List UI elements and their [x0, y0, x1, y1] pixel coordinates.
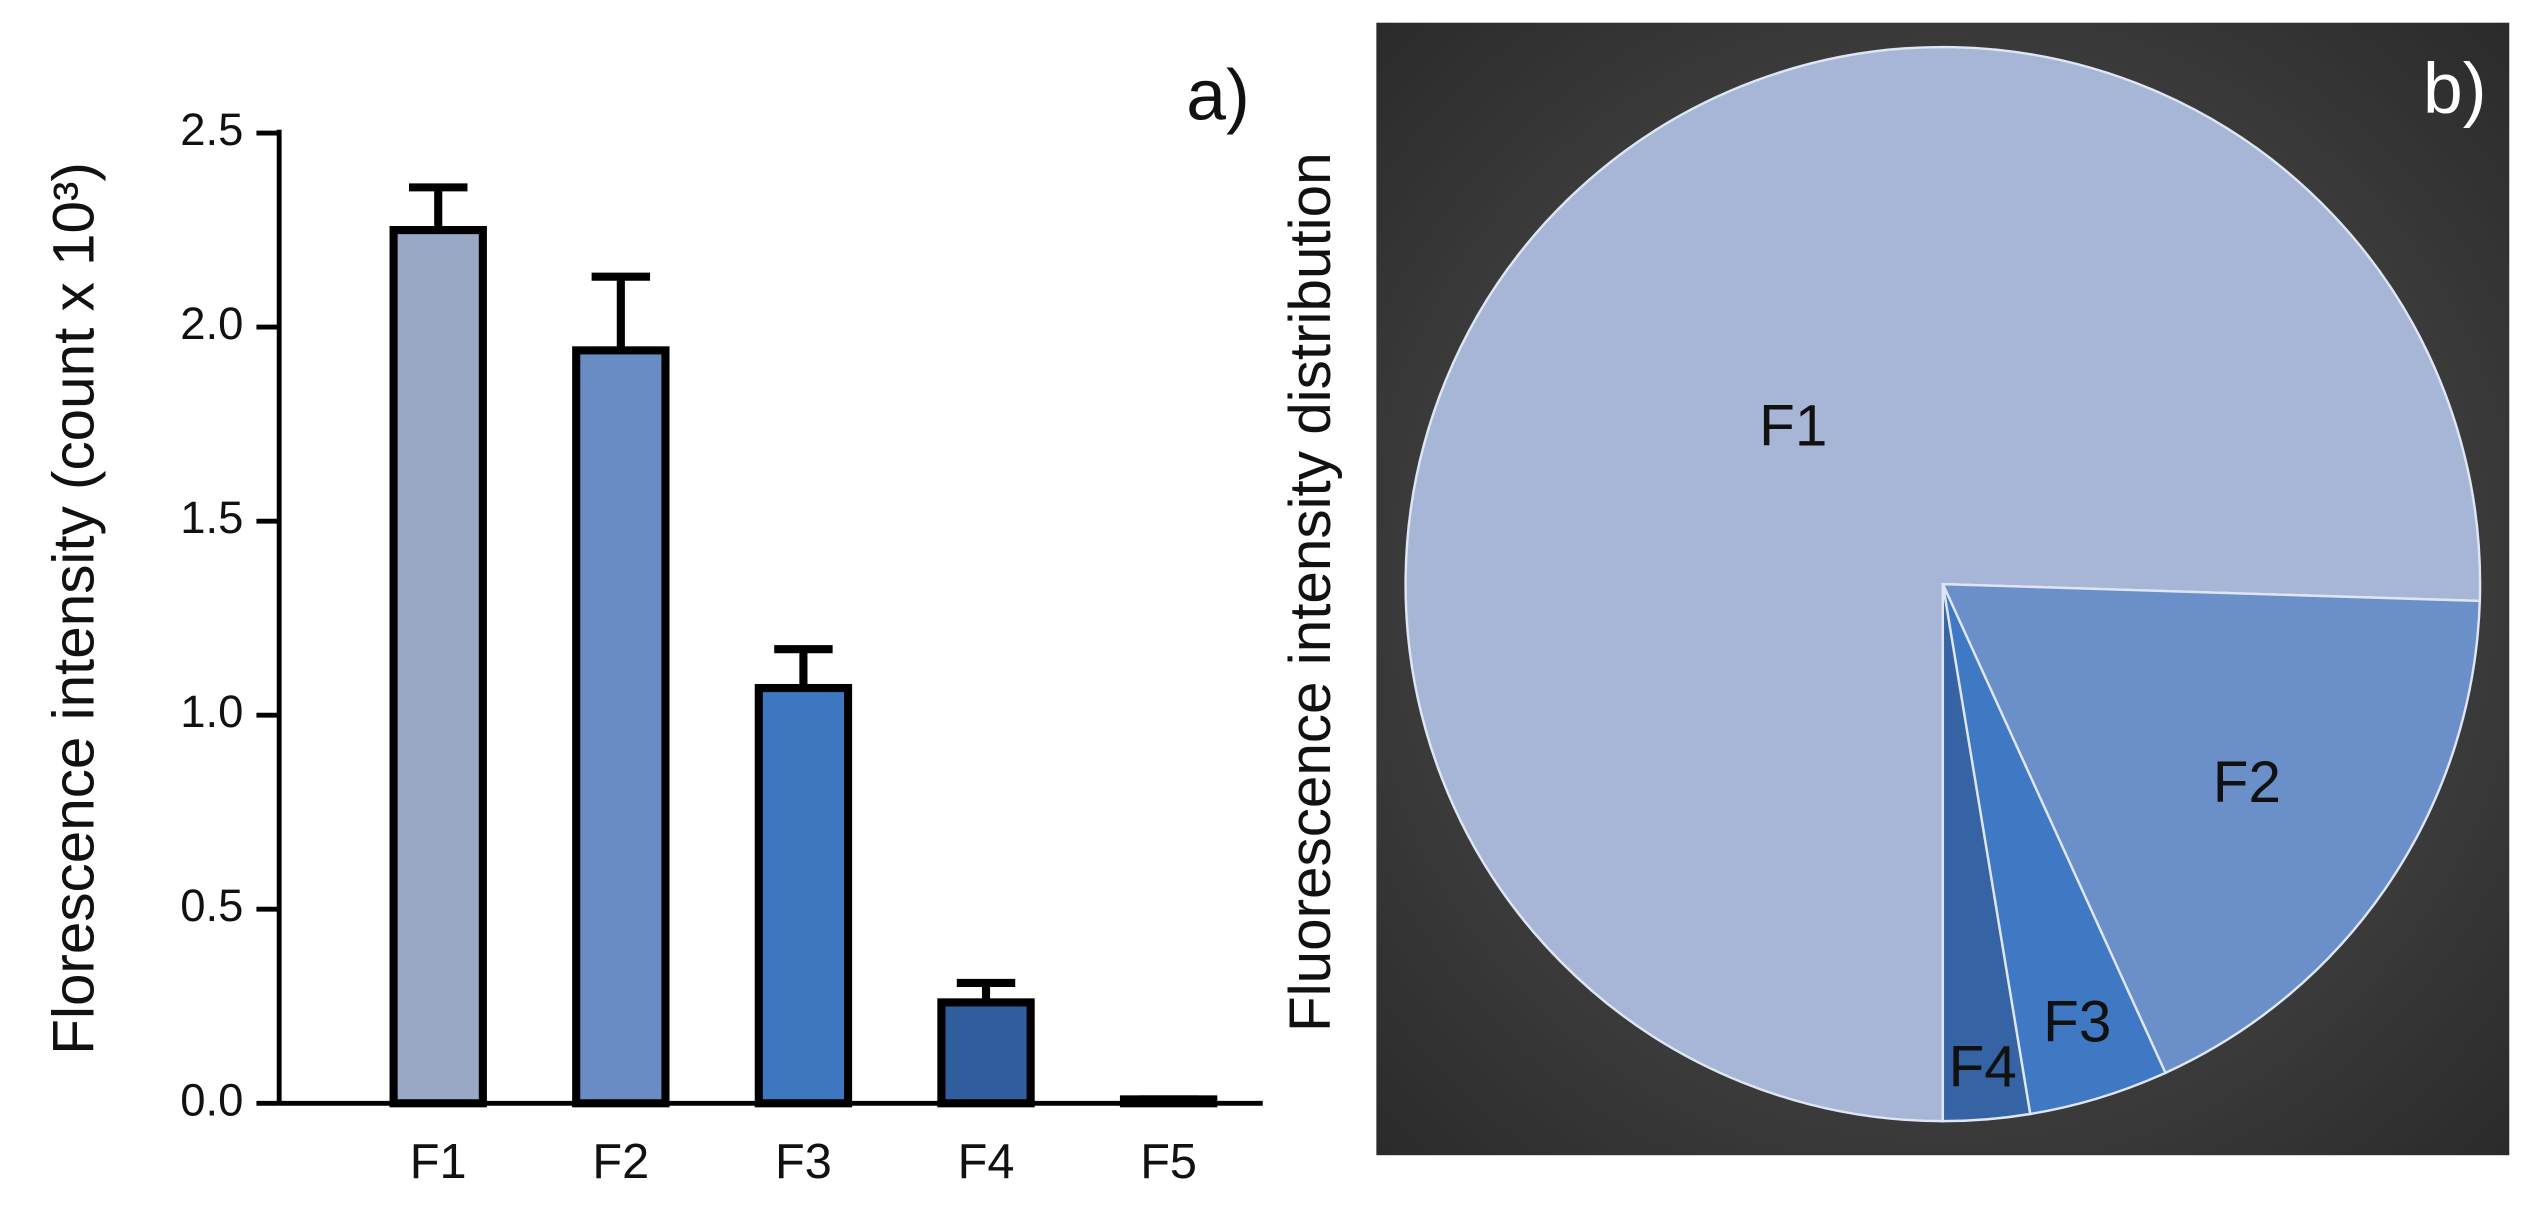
bar: [572, 346, 670, 1108]
y-tick-label: 1.0: [180, 686, 243, 737]
y-tick-label: 0.5: [180, 880, 243, 931]
y-axis-label: Florescence intensity (count x 10³): [41, 162, 106, 1055]
bar: [389, 226, 487, 1108]
x-tick-label: F1: [410, 1135, 467, 1189]
pie-slice: [1404, 45, 2482, 1123]
slice-label: F3: [2043, 989, 2111, 1054]
bar: [754, 683, 853, 1108]
x-tick-label: F4: [958, 1135, 1015, 1189]
slice-label: F1: [1759, 393, 1827, 458]
panel-label: a): [1186, 55, 1249, 135]
panel-label: b): [2423, 49, 2486, 129]
y-tick-label: 1.5: [180, 492, 243, 543]
slice-label: F2: [2213, 750, 2281, 815]
x-tick-label: F3: [775, 1135, 832, 1189]
bar: [937, 998, 1035, 1108]
pie-slice: [1940, 582, 2482, 1075]
x-tick-label: F2: [592, 1135, 649, 1189]
y-tick-label: 2.5: [180, 104, 243, 155]
x-tick-label: F5: [1140, 1135, 1197, 1189]
slice-label: F4: [1949, 1035, 2017, 1100]
y-tick-label: 2.0: [180, 298, 243, 349]
pie-slice: [1941, 583, 2032, 1123]
y-tick-label: 0.0: [180, 1074, 243, 1125]
bar: [1119, 1095, 1218, 1108]
pie-side-label: Fluorescence intensity distribution: [1278, 152, 1343, 1032]
